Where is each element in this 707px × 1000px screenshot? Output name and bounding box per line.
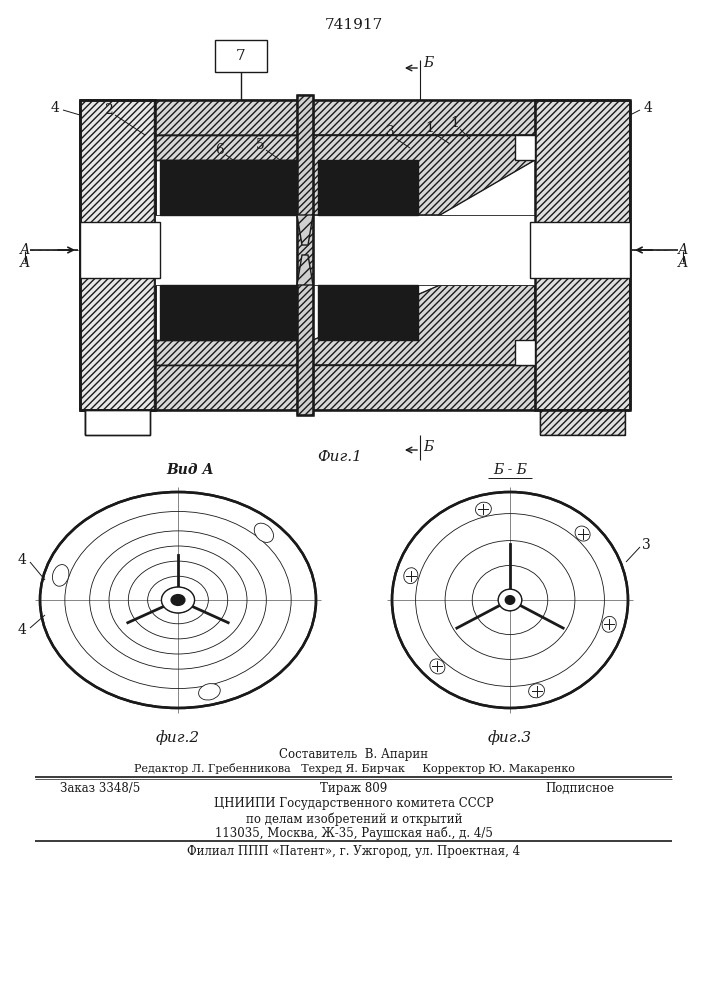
- Bar: [81, 101, 154, 410]
- Bar: [297, 95, 313, 415]
- Bar: [540, 410, 625, 435]
- Text: Тираж 809: Тираж 809: [320, 782, 387, 795]
- Text: Фиг.1: Фиг.1: [317, 450, 363, 464]
- Ellipse shape: [404, 568, 418, 584]
- Text: 7: 7: [236, 49, 246, 63]
- Bar: [155, 365, 305, 410]
- Ellipse shape: [602, 616, 617, 632]
- Text: А: А: [20, 243, 30, 257]
- Bar: [155, 340, 305, 365]
- Text: ЦНИИПИ Государственного комитета СССР: ЦНИИПИ Государственного комитета СССР: [214, 797, 493, 810]
- Bar: [85, 410, 150, 435]
- Text: 6: 6: [216, 143, 224, 157]
- Bar: [155, 100, 305, 135]
- Ellipse shape: [430, 659, 445, 674]
- Polygon shape: [80, 100, 155, 410]
- Bar: [155, 100, 305, 135]
- Text: 4: 4: [643, 101, 653, 115]
- Text: 3: 3: [642, 538, 650, 552]
- Bar: [160, 285, 300, 340]
- Ellipse shape: [171, 595, 185, 605]
- Text: Филиал ППП «Патент», г. Ужгород, ул. Проектная, 4: Филиал ППП «Патент», г. Ужгород, ул. Про…: [187, 845, 520, 858]
- Text: Б: Б: [423, 56, 433, 70]
- Text: Вид А: Вид А: [166, 463, 214, 477]
- Text: 1: 1: [450, 116, 460, 130]
- Bar: [155, 135, 305, 160]
- Ellipse shape: [392, 492, 628, 708]
- Bar: [155, 215, 305, 285]
- Bar: [515, 340, 535, 365]
- Text: Составитель  В. Апарин: Составитель В. Апарин: [279, 748, 428, 761]
- Text: фиг.2: фиг.2: [156, 730, 200, 745]
- Text: фиг.3: фиг.3: [488, 730, 532, 745]
- Bar: [530, 222, 630, 278]
- Bar: [313, 100, 535, 135]
- Bar: [80, 100, 155, 410]
- Ellipse shape: [575, 526, 590, 541]
- Ellipse shape: [199, 684, 221, 700]
- Ellipse shape: [255, 523, 274, 542]
- Text: 2: 2: [104, 103, 112, 117]
- Bar: [313, 365, 535, 410]
- Ellipse shape: [476, 502, 491, 516]
- Bar: [297, 95, 313, 415]
- Bar: [313, 365, 535, 410]
- Bar: [215, 40, 267, 72]
- Bar: [85, 410, 150, 435]
- Bar: [535, 100, 630, 410]
- Bar: [80, 100, 155, 410]
- Bar: [318, 160, 418, 215]
- Bar: [155, 135, 305, 160]
- Text: 3: 3: [385, 125, 395, 139]
- Ellipse shape: [161, 587, 194, 613]
- Polygon shape: [313, 135, 535, 215]
- Bar: [160, 160, 300, 215]
- Ellipse shape: [40, 492, 316, 708]
- Text: Подписное: Подписное: [546, 782, 614, 795]
- Text: А: А: [678, 243, 688, 257]
- Text: Заказ 3348/5: Заказ 3348/5: [60, 782, 140, 795]
- Text: Б - Б: Б - Б: [493, 463, 527, 477]
- Bar: [155, 100, 305, 135]
- Text: по делам изобретений и открытий: по делам изобретений и открытий: [246, 812, 462, 826]
- Bar: [535, 100, 630, 410]
- Ellipse shape: [52, 565, 69, 586]
- Ellipse shape: [529, 684, 544, 698]
- Ellipse shape: [506, 596, 515, 604]
- Text: 741917: 741917: [325, 18, 383, 32]
- Polygon shape: [313, 285, 535, 365]
- Bar: [30, 95, 675, 430]
- Bar: [297, 95, 313, 415]
- Text: 4: 4: [18, 623, 26, 637]
- Text: Б: Б: [423, 440, 433, 454]
- Text: 5: 5: [256, 138, 264, 152]
- Bar: [80, 222, 160, 278]
- Bar: [155, 340, 305, 365]
- Ellipse shape: [498, 589, 522, 611]
- Text: А: А: [678, 256, 688, 270]
- Bar: [85, 410, 150, 435]
- Bar: [313, 100, 535, 135]
- Bar: [155, 135, 305, 160]
- Text: Редактор Л. Гребенникова   Техред Я. Бирчак     Корректор Ю. Макаренко: Редактор Л. Гребенникова Техред Я. Бирча…: [134, 763, 574, 774]
- Bar: [318, 285, 418, 340]
- Text: 1: 1: [426, 121, 434, 135]
- Bar: [313, 215, 535, 285]
- Text: 4: 4: [18, 553, 26, 567]
- Polygon shape: [297, 255, 313, 285]
- Text: 113035, Москва, Ж-35, Раушская наб., д. 4/5: 113035, Москва, Ж-35, Раушская наб., д. …: [215, 827, 493, 840]
- Bar: [515, 135, 535, 160]
- Text: 4: 4: [51, 101, 59, 115]
- Bar: [540, 410, 625, 435]
- Polygon shape: [297, 215, 313, 245]
- Text: А: А: [20, 256, 30, 270]
- Bar: [155, 365, 305, 410]
